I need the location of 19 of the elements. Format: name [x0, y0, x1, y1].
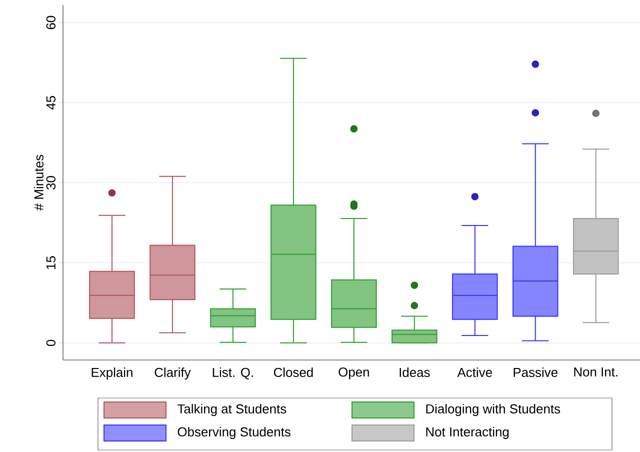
y-tick-label: 30 [46, 176, 56, 190]
x-tick-label: List. Q. [212, 368, 253, 380]
legend-label: Dialoging with Students [426, 404, 560, 416]
x-tick-label: Ideas [400, 368, 430, 378]
y-tick-label: 15 [46, 256, 56, 270]
legend-label: Observing Students [178, 426, 290, 440]
y-tick-label: 0 [46, 340, 56, 346]
x-tick-label: Closed [274, 368, 313, 378]
legend-label: Talking at Students [178, 404, 286, 416]
y-axis-title: # Minutes [34, 154, 44, 211]
legend-label: Not Interacting [426, 426, 509, 440]
x-tick-label: Non Int. [574, 368, 618, 377]
x-tick-label: Active [457, 368, 492, 378]
y-tick-label: 60 [46, 16, 56, 30]
x-tick-label: Explain [92, 368, 132, 380]
y-tick-label: 45 [46, 96, 56, 110]
x-tick-label: Open [338, 368, 369, 380]
x-tick-label: Clarify [154, 368, 191, 380]
x-tick-label: Passive [514, 368, 558, 378]
